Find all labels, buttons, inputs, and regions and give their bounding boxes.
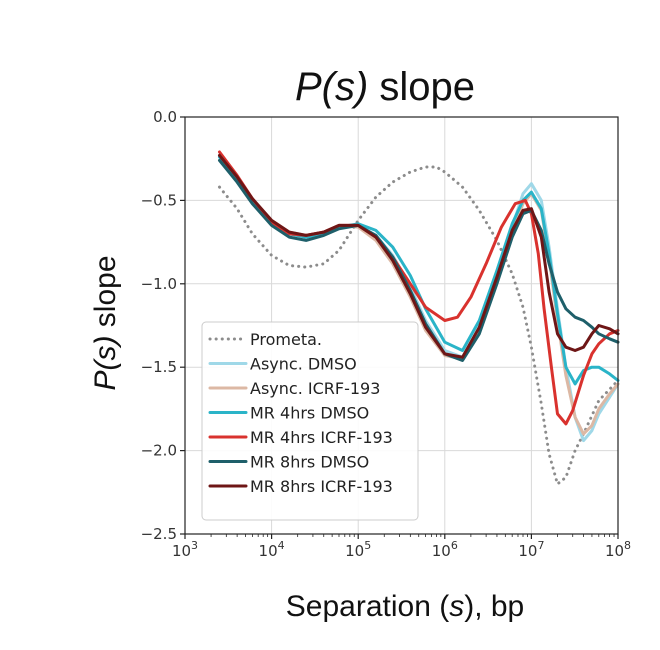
legend-label: Prometa. [250, 330, 322, 349]
x-tick-exponent: 7 [537, 539, 544, 552]
xlabel-pre: Separation ( [286, 590, 449, 623]
legend-label: MR 8hrs ICRF-193 [250, 477, 393, 496]
x-tick-label: 104 [259, 539, 285, 560]
legend-label: Async. DMSO [250, 355, 357, 374]
series-line-mr-8hrs-icrf-193 [218, 153, 620, 359]
x-tick-base: 10 [259, 542, 278, 560]
x-axis-label: Separation (s), bp [286, 590, 524, 623]
x-tick-exponent: 8 [624, 539, 631, 552]
series-line-mr-8hrs-dmso [218, 158, 620, 362]
legend-label: MR 8hrs DMSO [250, 453, 369, 472]
y-tick-label: 0.0 [153, 108, 177, 126]
x-tick-label: 108 [605, 539, 631, 560]
xlabel-italic: s [449, 590, 464, 623]
y-tick-label: −2.0 [141, 442, 177, 460]
y-tick-label: −0.5 [141, 191, 177, 209]
x-tick-label: 103 [172, 539, 198, 560]
x-tick-base: 10 [172, 542, 191, 560]
series-line-prometa [218, 165, 620, 486]
x-tick-base: 10 [518, 542, 537, 560]
title-italic: P(s) [295, 65, 368, 109]
x-tick-exponent: 4 [278, 539, 285, 552]
x-tick-base: 10 [605, 542, 624, 560]
title-rest: slope [368, 65, 475, 109]
x-tick-base: 10 [432, 542, 451, 560]
ylabel-rest: slope [89, 255, 122, 335]
y-tick-label: −1.0 [141, 275, 177, 293]
xlabel-post: ), bp [464, 590, 524, 623]
legend-box [201, 321, 419, 521]
plot-frame [184, 116, 619, 535]
x-tick-exponent: 5 [364, 539, 371, 552]
x-tick-exponent: 6 [451, 539, 458, 552]
x-tick-label: 106 [432, 539, 458, 560]
legend-label: MR 4hrs DMSO [250, 404, 369, 423]
y-axis-label: P(s) slope [89, 255, 122, 390]
legend: Prometa. Async. DMSO Async. ICRF-193 MR 4hr… [201, 321, 419, 521]
x-tick-exponent: 3 [191, 539, 198, 552]
legend-label: Async. ICRF-193 [250, 379, 380, 398]
ylabel-italic: P(s) [89, 336, 122, 391]
y-tick-label: −1.5 [141, 358, 177, 376]
x-tick-label: 107 [518, 539, 544, 560]
series-group [218, 150, 620, 486]
legend-label: MR 4hrs ICRF-193 [250, 428, 393, 447]
x-tick-label: 105 [345, 539, 371, 560]
x-tick-base: 10 [345, 542, 364, 560]
chart-title: P(s) slope [295, 65, 475, 109]
y-tick-label: −2.5 [141, 525, 177, 543]
